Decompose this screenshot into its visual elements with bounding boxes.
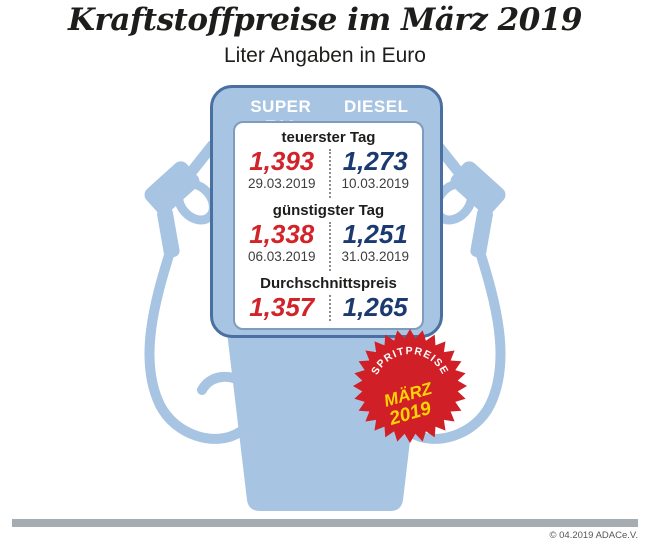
dotted-divider: [328, 149, 331, 198]
date-super-e10: 29.03.2019: [247, 176, 316, 191]
section-guenstigster-tag: günstigster Tag 1,338 1,251 06.03.2019 3…: [235, 201, 422, 271]
price-row: 1,338 1,251: [235, 221, 422, 248]
dotted-divider: [328, 222, 331, 271]
date-row: 29.03.2019 10.03.2019: [235, 175, 422, 192]
price-row: 1,357 1,265: [235, 294, 422, 321]
price-super-e10: 1,338: [249, 219, 315, 249]
copyright-text: © 04.2019 ADACe.V.: [549, 530, 638, 541]
page-subtitle: Liter Angaben in Euro: [224, 44, 426, 67]
price-panel: teuerster Tag 1,393 1,273 29.03.2019 10.…: [233, 121, 424, 330]
price-diesel: 1,251: [342, 219, 408, 249]
pump-nozzle-left-icon: [144, 134, 259, 444]
page-title: Kraftstoffpreise im März 2019: [68, 2, 582, 38]
column-label-diesel: DIESEL: [344, 97, 409, 116]
footer-divider-bar: [12, 519, 638, 527]
dotted-divider: [328, 295, 331, 321]
section-title: Durchschnittspreis: [260, 275, 397, 292]
date-super-e10: 06.03.2019: [247, 249, 316, 264]
section-title: günstigster Tag: [272, 202, 385, 219]
section-durchschnittspreis: Durchschnittspreis 1,357 1,265: [235, 274, 422, 321]
price-diesel: 1,273: [342, 146, 408, 176]
section-teuerster-tag: teuerster Tag 1,393 1,273 29.03.2019 10.…: [235, 128, 422, 198]
price-super-e10: 1,357: [249, 292, 315, 322]
date-diesel: 10.03.2019: [341, 176, 410, 191]
price-diesel: 1,265: [342, 292, 408, 322]
section-title: teuerster Tag: [281, 129, 376, 146]
price-row: 1,393 1,273: [235, 148, 422, 175]
price-super-e10: 1,393: [249, 146, 315, 176]
date-diesel: 31.03.2019: [341, 249, 410, 264]
starburst-shape: [353, 329, 467, 443]
spritpreise-badge: SPRITPREISE MÄRZ 2019: [353, 329, 467, 443]
date-row: 06.03.2019 31.03.2019: [235, 248, 422, 265]
